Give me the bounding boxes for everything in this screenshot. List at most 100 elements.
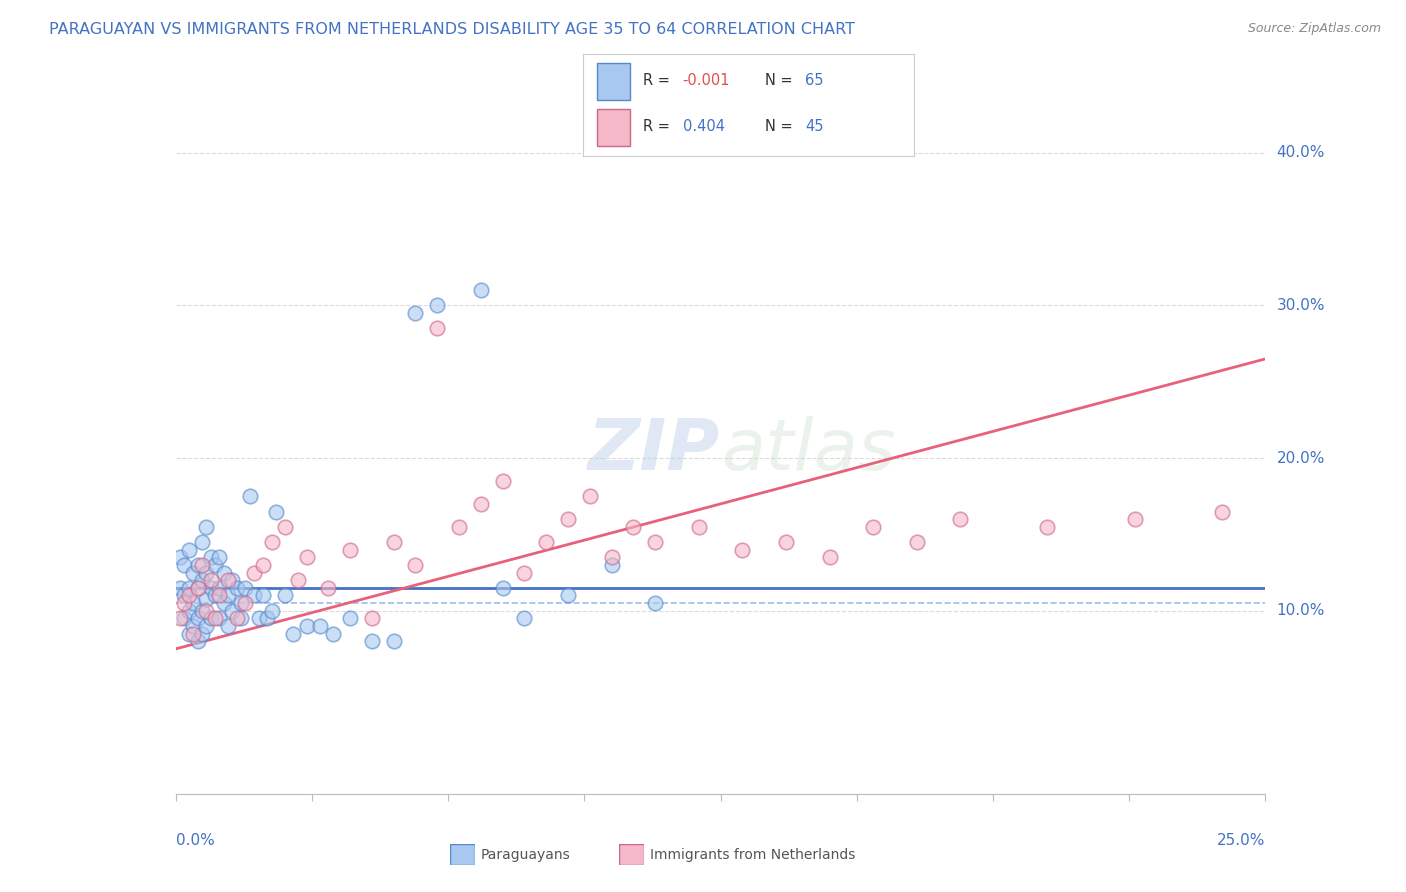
Text: N =: N = <box>765 120 797 135</box>
Point <box>426 321 449 335</box>
Point <box>600 558 623 572</box>
Bar <box>596 109 630 145</box>
Point <box>405 558 427 572</box>
Point <box>644 535 666 549</box>
Point <box>318 581 340 595</box>
Point <box>208 581 231 595</box>
Point <box>426 298 449 312</box>
Point <box>181 626 204 640</box>
Point <box>173 596 195 610</box>
Point <box>235 581 257 595</box>
Text: 20.0%: 20.0% <box>1277 450 1324 466</box>
Point <box>260 535 283 549</box>
Point <box>169 611 191 625</box>
Point <box>644 596 666 610</box>
Point <box>191 535 214 549</box>
Point <box>191 573 214 587</box>
Point <box>186 581 209 595</box>
Point <box>186 611 209 625</box>
Point <box>339 611 361 625</box>
Point <box>252 589 274 603</box>
Point <box>195 566 218 580</box>
Point <box>191 604 214 618</box>
Point <box>274 520 297 534</box>
Point <box>181 596 204 610</box>
Text: 30.0%: 30.0% <box>1277 298 1324 313</box>
Point <box>186 558 209 572</box>
Point <box>195 619 218 633</box>
Point <box>243 589 266 603</box>
Point <box>513 566 536 580</box>
Point <box>177 581 200 595</box>
Point <box>221 573 243 587</box>
Point <box>260 604 283 618</box>
Point <box>470 497 492 511</box>
Point <box>239 489 262 503</box>
Point <box>447 520 470 534</box>
Point <box>731 542 754 557</box>
Point <box>557 512 579 526</box>
Point <box>557 589 579 603</box>
Point <box>231 611 253 625</box>
Text: R =: R = <box>643 120 675 135</box>
Point <box>204 589 226 603</box>
Point <box>322 626 344 640</box>
Text: ZIP: ZIP <box>588 416 721 485</box>
Point <box>534 535 557 549</box>
Point <box>186 581 209 595</box>
Text: 45: 45 <box>804 120 824 135</box>
Point <box>204 558 226 572</box>
Point <box>169 550 191 565</box>
Point <box>173 558 195 572</box>
Point <box>195 520 218 534</box>
Point <box>287 573 309 587</box>
Point <box>243 566 266 580</box>
Text: 10.0%: 10.0% <box>1277 603 1324 618</box>
Point <box>231 596 253 610</box>
Text: 65: 65 <box>804 73 824 88</box>
Point <box>235 596 257 610</box>
Point <box>208 611 231 625</box>
Point <box>1211 504 1233 518</box>
Point <box>221 604 243 618</box>
Point <box>247 611 270 625</box>
Text: PARAGUAYAN VS IMMIGRANTS FROM NETHERLANDS DISABILITY AGE 35 TO 64 CORRELATION CH: PARAGUAYAN VS IMMIGRANTS FROM NETHERLAND… <box>49 22 855 37</box>
Point <box>513 611 536 625</box>
Point <box>905 535 928 549</box>
Point <box>579 489 602 503</box>
Point <box>212 596 235 610</box>
Point <box>382 634 405 648</box>
Point <box>274 589 297 603</box>
Point <box>862 520 884 534</box>
Point <box>492 474 515 488</box>
Point <box>208 589 231 603</box>
Point <box>177 589 200 603</box>
Point <box>225 611 247 625</box>
Point <box>600 550 623 565</box>
Point <box>217 573 239 587</box>
Point <box>173 611 195 625</box>
Text: -0.001: -0.001 <box>683 73 730 88</box>
Point <box>688 520 710 534</box>
Point <box>470 283 492 297</box>
Point <box>264 504 287 518</box>
Point <box>775 535 797 549</box>
Point <box>308 619 330 633</box>
Point <box>405 306 427 320</box>
Point <box>217 619 239 633</box>
Point <box>283 626 305 640</box>
Point <box>360 611 382 625</box>
Point <box>208 550 231 565</box>
Point <box>200 581 222 595</box>
Text: Source: ZipAtlas.com: Source: ZipAtlas.com <box>1247 22 1381 36</box>
Point <box>360 634 382 648</box>
Point <box>212 566 235 580</box>
Point <box>191 626 214 640</box>
Point <box>177 604 200 618</box>
Point <box>217 589 239 603</box>
Point <box>173 589 195 603</box>
Point <box>225 581 247 595</box>
Point <box>204 611 226 625</box>
Point <box>195 591 218 606</box>
Text: N =: N = <box>765 73 797 88</box>
